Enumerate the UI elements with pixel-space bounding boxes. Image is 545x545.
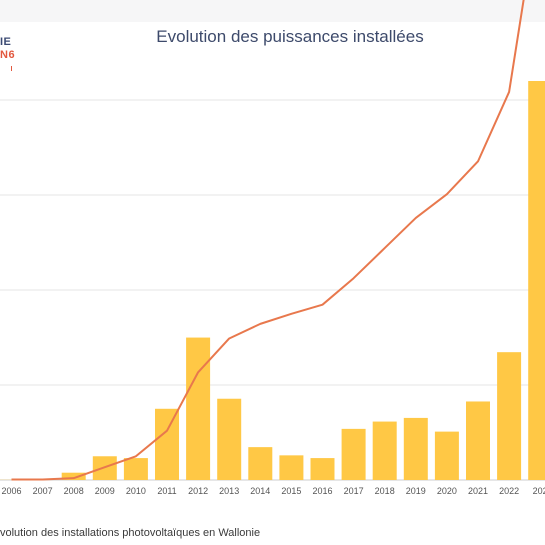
chart-title: Evolution des puissances installées — [156, 27, 424, 46]
x-tick-2016: 2016 — [312, 486, 332, 496]
bar-2008 — [61, 472, 86, 480]
bar-2018 — [372, 421, 397, 480]
x-tick-2012: 2012 — [188, 486, 208, 496]
bar-2017 — [341, 428, 366, 480]
chart: 2006 2007 2008 2009 2010 2011 2012 2013 2014 2015… — [0, 0, 545, 496]
bar-2013 — [217, 398, 242, 480]
x-tick-2014: 2014 — [250, 486, 270, 496]
logo: IE N6 — [0, 36, 15, 62]
x-tick-2009: 2009 — [95, 486, 115, 496]
x-tick-2008: 2008 — [64, 486, 84, 496]
bar-2023 — [528, 81, 545, 480]
x-tick-2010: 2010 — [126, 486, 146, 496]
series-line — [11, 0, 525, 481]
bar-2011 — [155, 408, 179, 480]
x-tick-2023: 202 — [533, 486, 545, 496]
logo-text-bottom: N6 — [0, 49, 16, 61]
x-tick-2013: 2013 — [219, 486, 239, 496]
top-strip — [0, 0, 545, 22]
x-tick-2021: 2021 — [468, 486, 488, 496]
bar-2015 — [279, 455, 304, 480]
x-tick-2020: 2020 — [437, 486, 457, 496]
bar-2021 — [466, 401, 490, 480]
x-tick-2006: 2006 — [1, 486, 21, 496]
x-tick-2015: 2015 — [281, 486, 301, 496]
bar-2016 — [310, 458, 335, 480]
bar-2014 — [248, 447, 273, 480]
bar-2010 — [123, 458, 148, 480]
logo-text-top: IE — [0, 36, 12, 48]
x-tick-2017: 2017 — [344, 486, 364, 496]
logo-mark — [11, 66, 12, 71]
bar-2020 — [434, 431, 459, 480]
bar-2019 — [403, 417, 428, 480]
x-tick-2007: 2007 — [33, 486, 53, 496]
x-tick-2019: 2019 — [406, 486, 426, 496]
x-tick-2018: 2018 — [375, 486, 395, 496]
x-tick-2011: 2011 — [157, 486, 176, 496]
caption: volution des installations photovoltaïqu… — [0, 527, 261, 539]
bar-2012 — [186, 337, 211, 480]
bar-2022 — [497, 352, 522, 480]
x-tick-2022: 2022 — [499, 486, 519, 496]
